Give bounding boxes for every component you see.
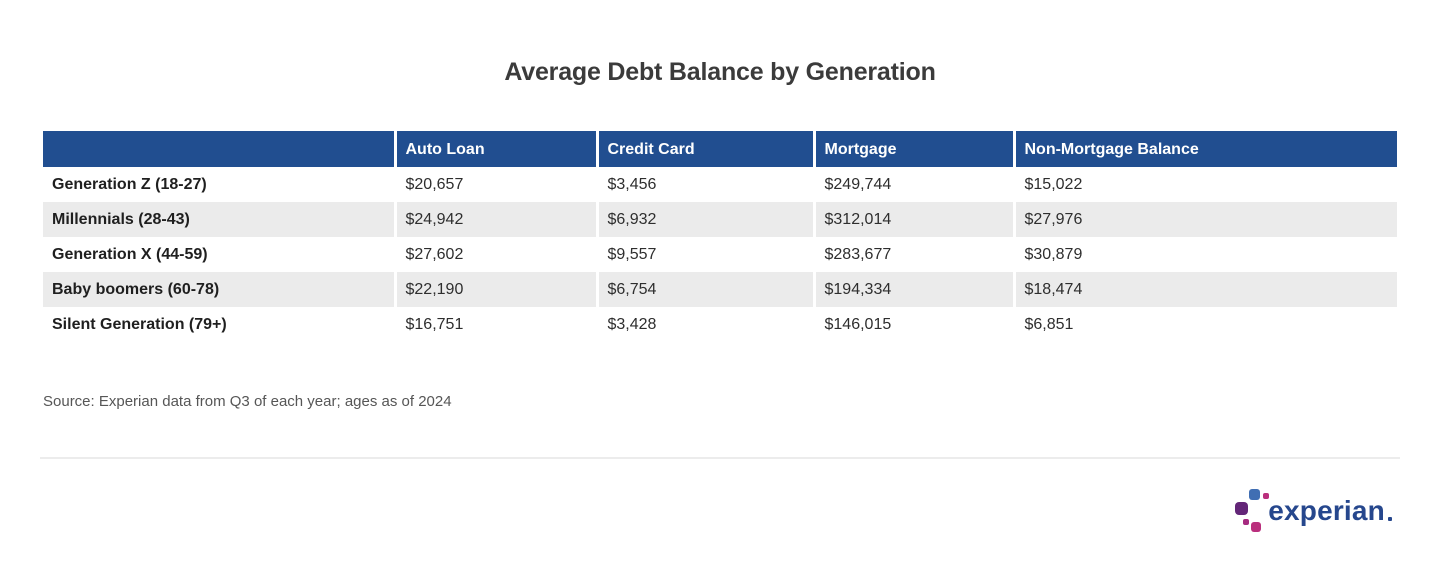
header-cell-generation bbox=[43, 131, 395, 167]
cell-credit-card: $6,932 bbox=[595, 202, 814, 237]
cell-non-mortgage: $30,879 bbox=[1012, 237, 1397, 272]
experian-logo-text: experian bbox=[1268, 495, 1385, 526]
divider bbox=[40, 457, 1400, 459]
table-row: Baby boomers (60-78) $22,190 $6,754 $194… bbox=[43, 272, 1397, 307]
header-cell-non-mortgage: Non-Mortgage Balance bbox=[1012, 131, 1397, 167]
cell-credit-card: $3,456 bbox=[595, 167, 814, 202]
table-row: Generation X (44-59) $27,602 $9,557 $283… bbox=[43, 237, 1397, 272]
header-cell-mortgage: Mortgage bbox=[812, 131, 1014, 167]
cell-credit-card: $6,754 bbox=[595, 272, 814, 307]
footer: experian bbox=[0, 485, 1392, 537]
header-cell-auto-loan: Auto Loan bbox=[393, 131, 597, 167]
chart-title: Average Debt Balance by Generation bbox=[504, 58, 936, 86]
cell-credit-card: $9,557 bbox=[595, 237, 814, 272]
cell-non-mortgage: $6,851 bbox=[1012, 307, 1397, 342]
cell-auto-loan: $27,602 bbox=[393, 237, 597, 272]
cell-mortgage: $312,014 bbox=[812, 202, 1014, 237]
cell-mortgage: $249,744 bbox=[812, 167, 1014, 202]
cell-auto-loan: $16,751 bbox=[393, 307, 597, 342]
cell-credit-card: $3,428 bbox=[595, 307, 814, 342]
table-row: Silent Generation (79+) $16,751 $3,428 $… bbox=[43, 307, 1397, 342]
header-cell-credit-card: Credit Card bbox=[595, 131, 814, 167]
experian-logo: experian bbox=[1234, 485, 1392, 537]
trademark-mark bbox=[1388, 517, 1392, 521]
row-label: Generation X (44-59) bbox=[43, 237, 395, 272]
cell-non-mortgage: $15,022 bbox=[1012, 167, 1397, 202]
table-header-row: Auto Loan Credit Card Mortgage Non-Mortg… bbox=[43, 131, 1397, 167]
experian-dots-icon bbox=[1234, 485, 1270, 537]
table-row: Generation Z (18-27) $20,657 $3,456 $249… bbox=[43, 167, 1397, 202]
row-label: Generation Z (18-27) bbox=[43, 167, 395, 202]
cell-non-mortgage: $18,474 bbox=[1012, 272, 1397, 307]
row-label: Millennials (28-43) bbox=[43, 202, 395, 237]
row-label: Baby boomers (60-78) bbox=[43, 272, 395, 307]
row-label: Silent Generation (79+) bbox=[43, 307, 395, 342]
cell-mortgage: $194,334 bbox=[812, 272, 1014, 307]
cell-mortgage: $146,015 bbox=[812, 307, 1014, 342]
cell-auto-loan: $20,657 bbox=[393, 167, 597, 202]
table-row: Millennials (28-43) $24,942 $6,932 $312,… bbox=[43, 202, 1397, 237]
cell-non-mortgage: $27,976 bbox=[1012, 202, 1397, 237]
source-note: Source: Experian data from Q3 of each ye… bbox=[43, 393, 452, 410]
debt-balance-table: Auto Loan Credit Card Mortgage Non-Mortg… bbox=[43, 131, 1397, 342]
cell-auto-loan: $22,190 bbox=[393, 272, 597, 307]
cell-auto-loan: $24,942 bbox=[393, 202, 597, 237]
cell-mortgage: $283,677 bbox=[812, 237, 1014, 272]
